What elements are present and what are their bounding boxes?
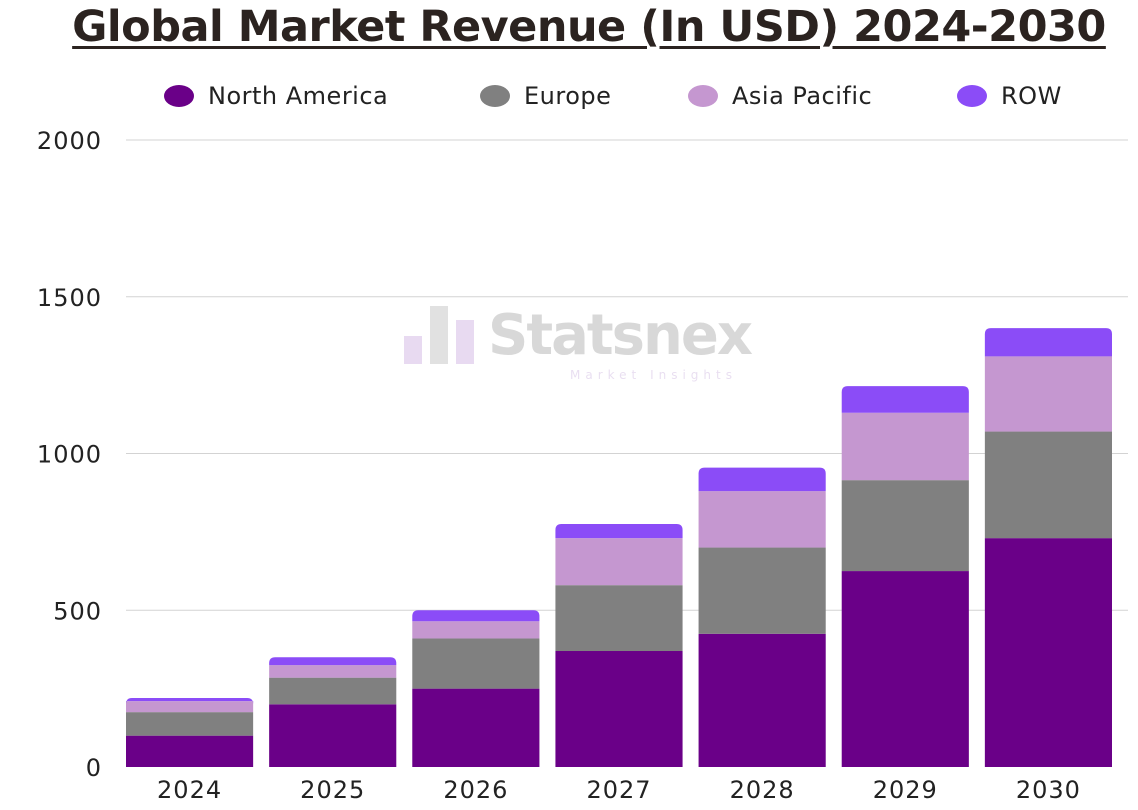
bar-segment [126, 701, 254, 713]
bar-segment [984, 356, 1112, 432]
x-tick-label: 2028 [730, 776, 795, 804]
bar-segment [698, 467, 826, 492]
bar-segment [698, 491, 826, 548]
bar-segment [269, 665, 397, 678]
x-tick-label: 2025 [300, 776, 365, 804]
bar-segment [984, 538, 1112, 767]
bar-segment [412, 688, 540, 767]
x-tick-label: 2024 [157, 776, 222, 804]
x-tick-label: 2029 [873, 776, 938, 804]
bar-segment [698, 547, 826, 634]
bar-segment [984, 431, 1112, 539]
legend-item-row: ROW [957, 74, 1062, 118]
bar-segment [841, 571, 969, 767]
y-tick-label: 2000 [37, 127, 102, 155]
bar-segment [555, 524, 683, 539]
bar-segment [126, 698, 254, 705]
legend-label-row: ROW [1001, 82, 1062, 110]
watermark-name: Statsnex [488, 303, 753, 368]
bar-segment [841, 412, 969, 481]
legend-swatch-asia-pacific [688, 85, 718, 107]
legend-swatch-north-america [164, 85, 194, 107]
x-tick-label: 2030 [1016, 776, 1081, 804]
bar-segment [841, 386, 969, 413]
legend-label-north-america: North America [208, 82, 389, 110]
bar-segment [984, 328, 1112, 357]
watermark-logo: Statsnex Market Insights [404, 300, 764, 390]
bar-segment [555, 538, 683, 586]
legend-item-asia-pacific: Asia Pacific [688, 74, 872, 118]
bar-segment [412, 638, 540, 689]
legend-label-europe: Europe [524, 82, 612, 110]
bar-segment [269, 657, 397, 666]
legend-swatch-europe [480, 85, 510, 107]
y-tick-label: 500 [53, 597, 102, 625]
y-tick-label: 1500 [37, 284, 102, 312]
bar-segment [555, 651, 683, 767]
bar-segment [126, 712, 254, 736]
y-tick-label: 1000 [37, 441, 102, 469]
bar-segment [412, 610, 540, 622]
x-tick-label: 2027 [586, 776, 651, 804]
bar-segment [555, 585, 683, 652]
legend-label-asia-pacific: Asia Pacific [732, 82, 873, 110]
y-tick-label: 0 [86, 754, 102, 782]
bar-segment [126, 735, 254, 767]
legend-item-europe: Europe [480, 74, 611, 118]
x-tick-label: 2026 [443, 776, 508, 804]
bar-segment [269, 677, 397, 705]
legend-item-north-america: North America [164, 74, 388, 118]
bar-segment [269, 704, 397, 767]
bar-segment [698, 633, 826, 767]
bar-segment [841, 480, 969, 572]
legend: North America Europe Asia Pacific ROW [0, 74, 1138, 118]
watermark-tagline: Market Insights [570, 368, 737, 382]
chart-title: Global Market Revenue (In USD) 2024-2030 [72, 2, 1106, 52]
legend-swatch-row [957, 85, 987, 107]
bar-segment [412, 621, 540, 639]
